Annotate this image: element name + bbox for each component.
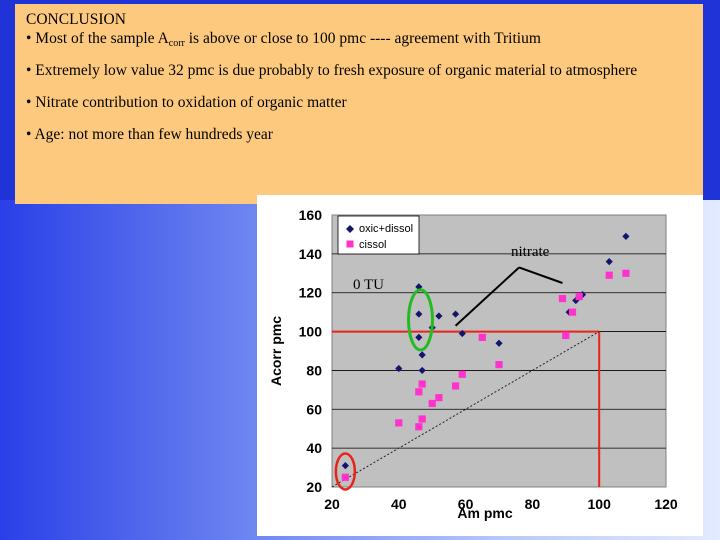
axis-ticks: 20 40 60 80 100 120 140 160 20 40 60 80 100 120 (299, 207, 678, 512)
legend-box (337, 215, 420, 255)
point-cissol-4 (415, 423, 423, 431)
bullet-4: • Age: not more than few hundreds year (26, 126, 273, 143)
x-tick-label-60: 60 (458, 496, 474, 512)
y-tick-label-140: 140 (299, 246, 323, 262)
annotations: nitrate 0 TU (353, 244, 563, 327)
conclusion-heading: CONCLUSION (26, 11, 126, 28)
point-oxic-13 (572, 296, 580, 305)
chart-panel: 20 40 60 80 100 120 140 160 20 40 60 80 100 120 Am pm… (257, 195, 703, 536)
x-tick-label-20: 20 (324, 496, 340, 512)
y-tick-label-20: 20 (306, 479, 322, 495)
bullet-3: • Nitrate contribution to oxidation of o… (26, 94, 347, 111)
bullet-1-subscript: corr (168, 38, 185, 49)
point-oxic-1 (395, 364, 403, 373)
x-tick-label-100: 100 (588, 496, 612, 512)
point-cissol-6 (428, 399, 436, 408)
legend-marker-oxic (346, 225, 354, 233)
y-tick-label-100: 100 (299, 324, 323, 340)
point-cissol-9 (458, 370, 466, 378)
y-tick-label-160: 160 (299, 207, 323, 223)
point-cissol-2 (415, 388, 423, 396)
y-axis-title: Acorr pmc (268, 316, 284, 386)
trend-line-dashed (331, 331, 600, 488)
x-axis-title: Am pmc (457, 505, 512, 521)
reference-lines (331, 330, 601, 488)
point-oxic-10 (458, 329, 466, 338)
y-tick-label-120: 120 (299, 285, 323, 301)
conclusion-box: CONCLUSION • Most of the sample Acorr is… (15, 4, 703, 204)
highlight-circle-green (407, 288, 435, 352)
point-cissol-5 (418, 415, 426, 423)
y-tick-label-40: 40 (306, 440, 322, 456)
point-cissol-12 (558, 294, 567, 303)
nitrate-pointer-left (454, 266, 520, 327)
point-oxic-16 (622, 232, 630, 240)
plot-area (331, 214, 667, 488)
point-cissol-3 (418, 380, 426, 388)
point-cissol-15 (562, 331, 570, 340)
point-cissol-14 (575, 293, 583, 301)
point-cissol-11 (495, 361, 503, 369)
point-oxic-6 (418, 366, 426, 375)
legend-label-cissol: cissol (359, 239, 387, 251)
highlight-circle-red (334, 452, 357, 491)
y-tick-label-80: 80 (306, 362, 322, 378)
point-cissol-8 (451, 382, 460, 390)
point-cissol-1 (395, 419, 403, 427)
point-cissol-17 (622, 269, 630, 277)
point-cissol-16 (605, 271, 613, 279)
point-oxic-0 (341, 462, 349, 470)
bullet-1-text-end: is above or close to 100 pmc ---- agreem… (184, 30, 541, 47)
scatter-chart: 20 40 60 80 100 120 140 160 20 40 60 80 100 120 Am pm… (268, 207, 678, 521)
point-cissol-10 (478, 333, 486, 341)
point-oxic-11 (495, 339, 503, 347)
y-tick-label-60: 60 (306, 401, 322, 417)
x-tick-label-80: 80 (525, 496, 541, 512)
point-cissol-0 (341, 473, 349, 481)
bullet-2: • Extremely low value 32 pmc is due prob… (26, 62, 638, 79)
bullet-1: • Most of the sample Acorr is above or c… (26, 29, 693, 49)
point-cissol-13 (568, 308, 577, 316)
legend-marker-cissol (346, 240, 354, 248)
nitrate-annotation: nitrate (511, 244, 550, 260)
point-cissol-7 (435, 394, 443, 402)
bullet-1-text: • Most of the sample A (26, 30, 169, 47)
legend: oxic+dissol cissol (337, 215, 420, 255)
legend-label-oxic: oxic+dissol (359, 223, 413, 235)
x-tick-label-120: 120 (654, 496, 678, 512)
point-oxic-15 (605, 258, 613, 266)
nitrate-pointer-right (518, 266, 563, 284)
x-tick-label-40: 40 (391, 496, 407, 512)
zero-tu-annotation: 0 TU (353, 277, 384, 293)
